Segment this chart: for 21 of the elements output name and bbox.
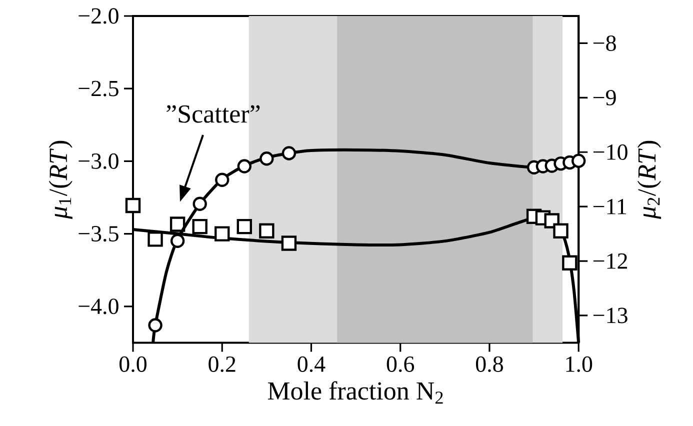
annotation: ”Scatter” <box>166 105 260 123</box>
y2-axis-title: μ$_{2}$/(RT) <box>637 140 662 219</box>
y-tick-label: −4.0 <box>78 298 118 314</box>
x-tick-label: 0.6 <box>386 356 414 372</box>
y2-tick-label: −8 <box>593 35 616 51</box>
x-tick-label: 0.4 <box>298 356 326 372</box>
y2-tick-label: −10 <box>593 144 628 160</box>
x-tick-label: 1.0 <box>566 356 592 372</box>
y2-tick-label: −13 <box>593 308 628 324</box>
y-tick-label: −2.0 <box>78 8 118 24</box>
x-tick-label: 0.2 <box>208 356 236 372</box>
y-axis-title: μ$_{1}$/(RT) <box>48 140 72 219</box>
y-tick-label: −3.0 <box>78 153 118 170</box>
y2-tick-label: −11 <box>593 198 626 214</box>
y2-tick-label: −12 <box>593 253 628 269</box>
x-tick-label: 0.8 <box>476 356 503 372</box>
y-tick-label: −2.5 <box>78 80 118 96</box>
y2-tick-label: −9 <box>593 90 616 106</box>
y-tick-label: −3.5 <box>78 226 118 242</box>
x-tick-label: 0.0 <box>120 356 146 372</box>
x-axis-title: Mole fraction N$_{2}$ <box>268 381 443 404</box>
